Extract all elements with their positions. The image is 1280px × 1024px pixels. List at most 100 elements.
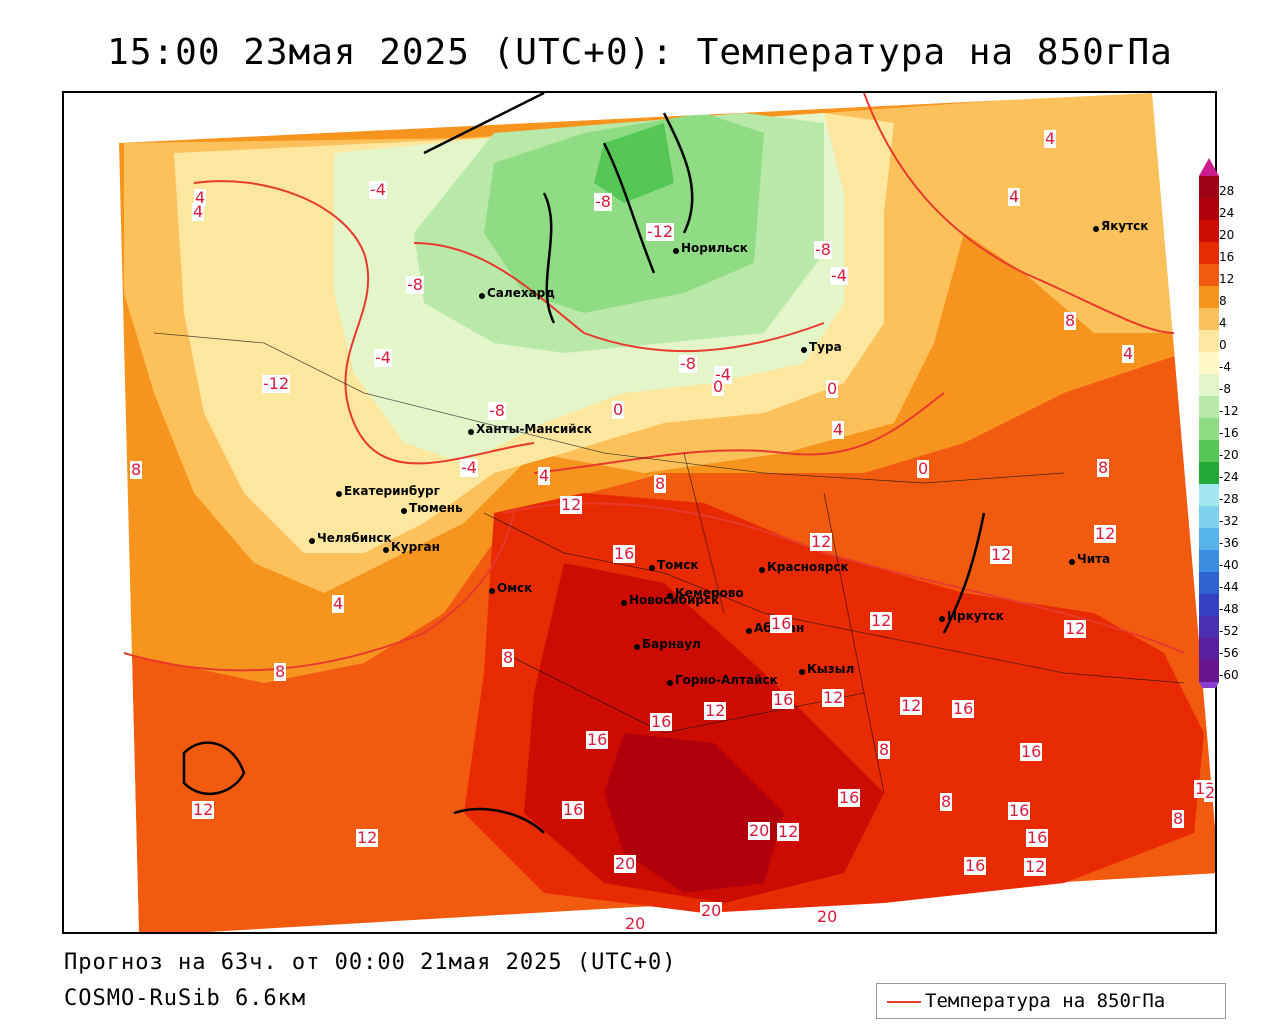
scale-top-arrow xyxy=(1199,158,1219,176)
contour-label: 12 xyxy=(192,800,215,819)
contour-label: 16 xyxy=(770,614,793,633)
city-marker xyxy=(621,600,627,606)
contour-label: 8 xyxy=(1097,458,1110,477)
scale-swatch xyxy=(1199,330,1219,352)
contour-label: 8 xyxy=(130,460,143,479)
scale-tick-label: -40 xyxy=(1219,558,1239,572)
city-marker xyxy=(649,565,655,571)
city-label: Курган xyxy=(391,540,440,554)
scale-tick-label: -28 xyxy=(1219,492,1239,506)
contour-label: 12 xyxy=(810,532,833,551)
contour-label: 0 xyxy=(917,459,930,478)
lake-outline xyxy=(182,741,246,796)
legend-label: Температура на 850гПа xyxy=(925,990,1166,1012)
scale-tick-label: -32 xyxy=(1219,514,1239,528)
scale-tick-label: -48 xyxy=(1219,602,1239,616)
contour-label: 8 xyxy=(1064,311,1077,330)
contour-label: 16 xyxy=(952,699,975,718)
scale-bottom-arrow xyxy=(1199,682,1219,700)
contour-label: 12 xyxy=(822,688,845,707)
scale-tick-label: -36 xyxy=(1219,536,1239,550)
city-label: Красноярск xyxy=(767,560,849,574)
scale-swatch xyxy=(1199,418,1219,440)
isolines xyxy=(123,93,1185,672)
city-marker xyxy=(401,508,407,514)
contour-label: 12 xyxy=(356,828,379,847)
contour-label: 0 xyxy=(712,377,725,396)
map-title: 15:00 23мая 2025 (UTC+0): Температура на… xyxy=(107,32,1173,73)
scale-swatch xyxy=(1199,484,1219,506)
city-label: Иркутск xyxy=(947,609,1004,623)
contour-label: 16 xyxy=(562,800,585,819)
scale-swatch xyxy=(1199,396,1219,418)
field-24 xyxy=(604,733,784,893)
contour-label: 4 xyxy=(332,594,345,613)
contour-label: 4 xyxy=(1044,129,1057,148)
contour-label: 16 xyxy=(1020,742,1043,761)
contour-label: -8 xyxy=(814,240,832,259)
scale-swatch xyxy=(1199,176,1219,198)
contour-label: 12 xyxy=(704,701,727,720)
city-marker xyxy=(479,293,485,299)
city-label: Кемерово xyxy=(675,586,744,600)
contour-label: 20 xyxy=(816,907,839,926)
scale-tick-label: 12 xyxy=(1219,272,1235,286)
contour-label: 8 xyxy=(878,740,891,759)
contour-label: 12 xyxy=(1064,619,1087,638)
scale-swatch xyxy=(1199,638,1219,660)
contour-label: -4 xyxy=(369,180,387,199)
scale-tick-label: -60 xyxy=(1219,668,1239,682)
contour-label: 12 xyxy=(1024,857,1047,876)
contour-label: 20 xyxy=(748,821,771,840)
city-marker xyxy=(1069,559,1075,565)
scale-swatch xyxy=(1199,440,1219,462)
isoline xyxy=(503,502,1185,654)
scale-tick-label: -44 xyxy=(1219,580,1239,594)
contour-label: -8 xyxy=(488,401,506,420)
contour-label: 20 xyxy=(624,914,647,933)
contour-label: -4 xyxy=(460,458,478,477)
scale-tick-label: 0 xyxy=(1219,338,1227,352)
contour-label: -12 xyxy=(262,374,291,393)
contour-label: 8 xyxy=(502,648,515,667)
scale-swatch xyxy=(1199,242,1219,264)
contour-label: 16 xyxy=(964,856,987,875)
city-marker xyxy=(634,644,640,650)
isoline xyxy=(413,242,825,353)
contour-label: -4 xyxy=(374,348,392,367)
city-marker xyxy=(383,547,389,553)
contour-label: 16 xyxy=(838,788,861,807)
contour-label: 8 xyxy=(274,662,287,681)
scale-tick-label: -56 xyxy=(1219,646,1239,660)
contour-label: 12 xyxy=(990,545,1013,564)
city-label: Кызыл xyxy=(807,662,855,676)
coastline xyxy=(423,93,694,324)
contour-label: 4 xyxy=(1122,344,1135,363)
forecast-info: Прогноз на 63ч. от 00:00 21мая 2025 (UTC… xyxy=(64,950,677,975)
coastlines xyxy=(182,93,986,834)
city-label: Горно-Алтайск xyxy=(675,673,778,687)
contour-label: 16 xyxy=(650,712,673,731)
city-label: Екатеринбург xyxy=(344,484,440,498)
contour-label: -4 xyxy=(830,266,848,285)
contour-label: 8 xyxy=(1172,809,1185,828)
scale-swatch xyxy=(1199,220,1219,242)
scale-tick-label: -8 xyxy=(1219,382,1231,396)
contour-label: 20 xyxy=(614,854,637,873)
city-label: Норильск xyxy=(681,241,748,255)
scale-tick-label: -20 xyxy=(1219,448,1239,462)
isoline xyxy=(863,93,1175,334)
contour-label: 24 xyxy=(1204,784,1215,802)
city-marker xyxy=(1093,226,1099,232)
contour-label: 16 xyxy=(1008,801,1031,820)
city-label: Тюмень xyxy=(409,501,463,515)
scale-swatch xyxy=(1199,616,1219,638)
baikal-outline xyxy=(942,512,986,634)
color-scale: 28 24 20 16 12 8 4 0 -4 -8 -12 -16 -20 -24 -28 -32 -36 -4… xyxy=(1199,158,1279,700)
scale-tick-label: -24 xyxy=(1219,470,1239,484)
scale-swatch xyxy=(1199,506,1219,528)
city-marker xyxy=(746,628,752,634)
city-label: Омск xyxy=(497,581,533,595)
city-label: Якутск xyxy=(1101,219,1149,233)
contour-label: 0 xyxy=(826,379,839,398)
